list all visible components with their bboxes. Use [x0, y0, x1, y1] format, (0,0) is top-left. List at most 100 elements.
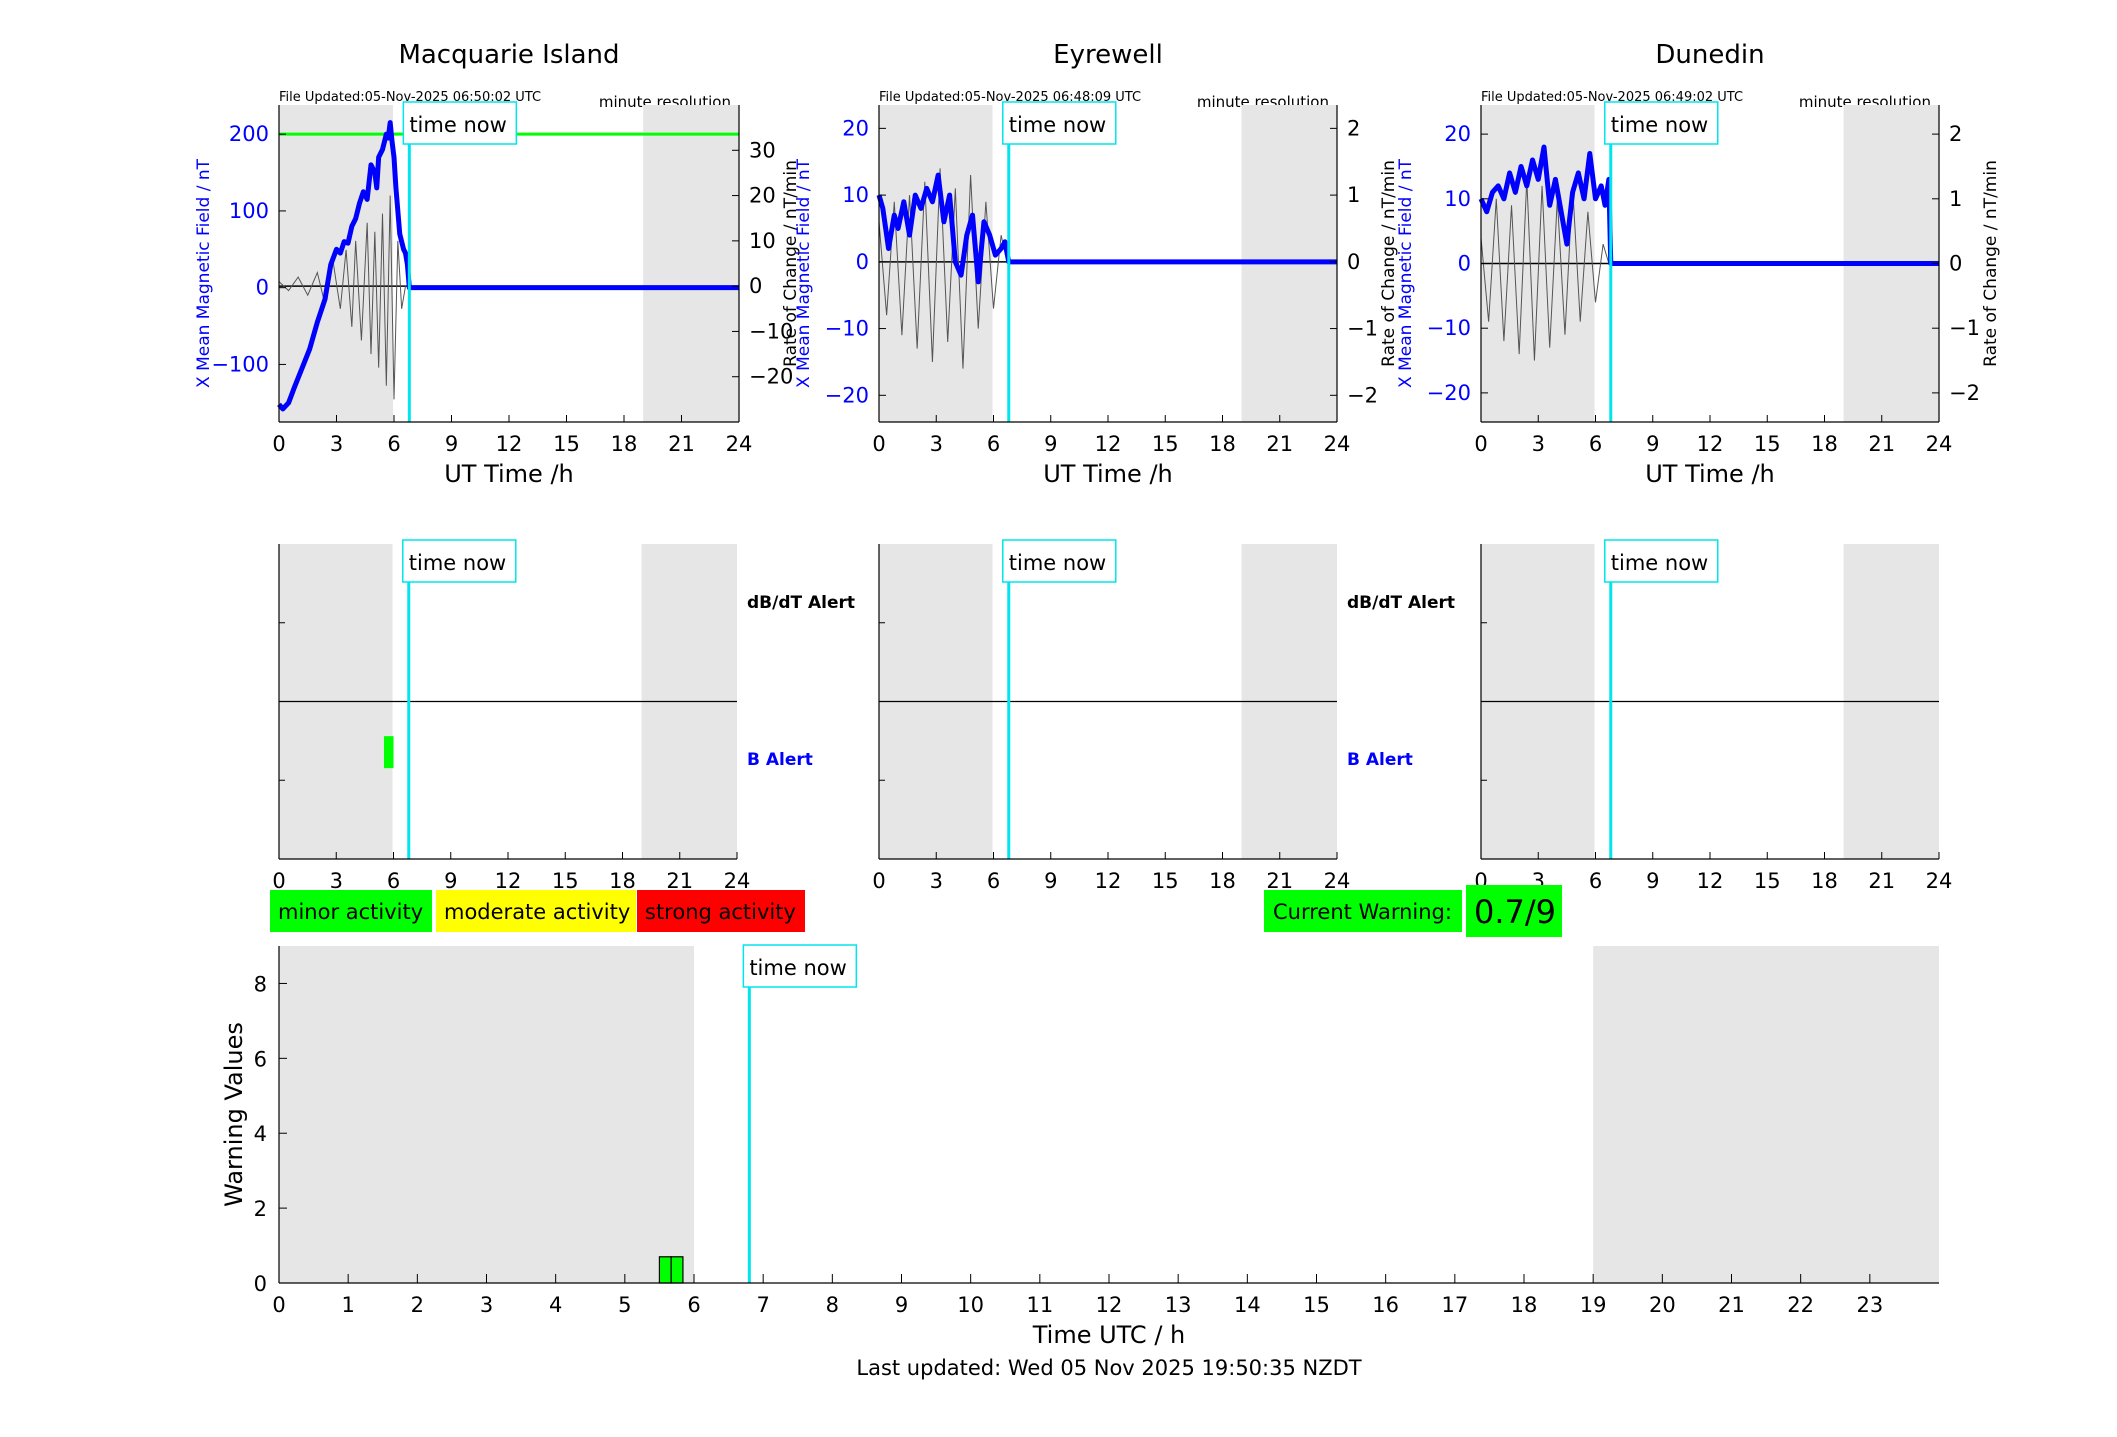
x-tick-label: 0: [272, 432, 285, 456]
y-tick-label-right: −2: [1347, 383, 1378, 407]
x-tick-label: 12: [1697, 869, 1724, 893]
y-tick-label-left: −10: [825, 317, 869, 341]
x-tick-label: 15: [1152, 432, 1179, 456]
b-alert-label: B Alert: [747, 750, 813, 770]
alert-panel-1: time now 0 3 6 9 12 15 18 21 24 dB/dT Alert B Alert: [272, 539, 855, 893]
x-tick-label: 6: [687, 1293, 700, 1317]
x-tick-label: 15: [552, 869, 579, 893]
y-tick-label-right: 1: [1949, 187, 1962, 211]
y-tick-label-right: 0: [749, 274, 762, 298]
x-axis-label: Time UTC / h: [1032, 1321, 1186, 1349]
rate-of-change-line: [878, 168, 1008, 369]
minor-activity-label: minor activity: [278, 900, 423, 924]
x-tick-label: 21: [1868, 432, 1895, 456]
y-axis-label-right: Rate of Change / nT/min: [1981, 160, 2001, 367]
time-now-label: time now: [1611, 551, 1708, 575]
x-tick-label: 5: [618, 1293, 631, 1317]
x-tick-label: 0: [872, 869, 885, 893]
x-tick-label: 24: [1324, 869, 1351, 893]
x-tick-label: 2: [411, 1293, 424, 1317]
y-tick-label-right: 10: [749, 229, 776, 253]
time-now-label: time now: [409, 551, 506, 575]
strong-activity-swatch: [637, 890, 805, 932]
current-warning-value-box: [1466, 885, 1562, 937]
x-tick-label: 21: [1266, 432, 1293, 456]
x-tick-label: 24: [724, 869, 751, 893]
x-tick-label: 9: [1044, 432, 1057, 456]
y-axis-label-left: X Mean Magnetic Field / nT: [794, 158, 814, 388]
warning-bar: [658, 1256, 672, 1284]
x-tick-label: 18: [1209, 432, 1236, 456]
y-tick-label: 0: [254, 1272, 267, 1296]
dbdt-alert-label: dB/dT Alert: [747, 593, 855, 613]
field-line: [876, 172, 1337, 285]
y-tick-label-right: 20: [749, 184, 776, 208]
y-tick-label-left: −10: [1427, 316, 1471, 340]
y-axis-label-right: Rate of Change / nT/min: [1379, 160, 1399, 367]
x-tick-label: 15: [1152, 869, 1179, 893]
x-tick-label: 11: [1026, 1293, 1053, 1317]
x-tick-label: 9: [444, 869, 457, 893]
x-axis-label: UT Time /h: [1043, 460, 1173, 488]
time-now-box: [742, 944, 858, 988]
y-tick-label-right: 2: [1347, 116, 1360, 140]
y-tick-label-left: −20: [1427, 381, 1471, 405]
y-tick-label-right: 0: [1949, 252, 1962, 276]
x-axis-label: UT Time /h: [444, 460, 574, 488]
y-tick-label-right: −10: [749, 319, 793, 343]
x-tick-label: 6: [387, 432, 400, 456]
x-tick-label: 24: [1926, 432, 1953, 456]
x-tick-label: 18: [1511, 1293, 1538, 1317]
y-tick-label-left: 0: [256, 276, 269, 300]
station-title: Eyrewell: [1053, 40, 1163, 70]
x-tick-label: 9: [1044, 869, 1057, 893]
x-tick-label: 0: [1474, 432, 1487, 456]
time-now-box: [402, 101, 518, 145]
x-tick-label: 21: [1266, 869, 1293, 893]
x-tick-label: 18: [611, 432, 638, 456]
x-tick-label: 3: [1532, 432, 1545, 456]
x-tick-label: 3: [480, 1293, 493, 1317]
x-tick-label: 15: [1303, 1293, 1330, 1317]
x-tick-label: 18: [1811, 432, 1838, 456]
y-tick-label-left: 0: [856, 250, 869, 274]
y-tick-label-left: 20: [1444, 122, 1471, 146]
y-axis-label-right: Rate of Change / nT/min: [781, 160, 801, 367]
x-tick-label: 17: [1441, 1293, 1468, 1317]
x-tick-label: 4: [549, 1293, 562, 1317]
y-tick-label-left: 20: [842, 116, 869, 140]
x-tick-label: 1: [341, 1293, 354, 1317]
minor-activity-swatch: [270, 890, 432, 932]
x-tick-label: 12: [1697, 432, 1724, 456]
y-tick-label: 2: [254, 1197, 267, 1221]
x-tick-label: 15: [1754, 869, 1781, 893]
time-now-box: [1002, 101, 1117, 145]
x-tick-label: 12: [1095, 869, 1122, 893]
x-tick-label: 9: [445, 432, 458, 456]
y-tick-label-left: 10: [842, 183, 869, 207]
strong-activity-label: strong activity: [645, 900, 796, 924]
x-tick-label: 18: [1209, 869, 1236, 893]
x-tick-label: 6: [987, 432, 1000, 456]
x-tick-label: 14: [1234, 1293, 1261, 1317]
x-tick-label: 19: [1580, 1293, 1607, 1317]
x-tick-label: 15: [553, 432, 580, 456]
x-tick-label: 7: [756, 1293, 769, 1317]
current-warning-value: 0.7/9: [1474, 893, 1556, 931]
y-tick-label-right: 0: [1347, 250, 1360, 274]
x-tick-label: 18: [1811, 869, 1838, 893]
y-tick-label-left: −20: [825, 383, 869, 407]
alert-panel-2: time now 0 3 6 9 12 15 18 21 24 dB/dT Alert B Alert: [872, 539, 1455, 893]
x-tick-label: 9: [1646, 869, 1659, 893]
y-axis-label-left: X Mean Magnetic Field / nT: [194, 158, 214, 388]
x-tick-label: 9: [1646, 432, 1659, 456]
x-tick-label: 6: [1589, 432, 1602, 456]
x-tick-label: 24: [726, 432, 753, 456]
b-alert-label: B Alert: [1347, 750, 1413, 770]
y-tick-label-right: −2: [1949, 381, 1980, 405]
x-tick-label: 0: [272, 869, 285, 893]
x-tick-label: 21: [1718, 1293, 1745, 1317]
x-tick-label: 15: [1754, 432, 1781, 456]
